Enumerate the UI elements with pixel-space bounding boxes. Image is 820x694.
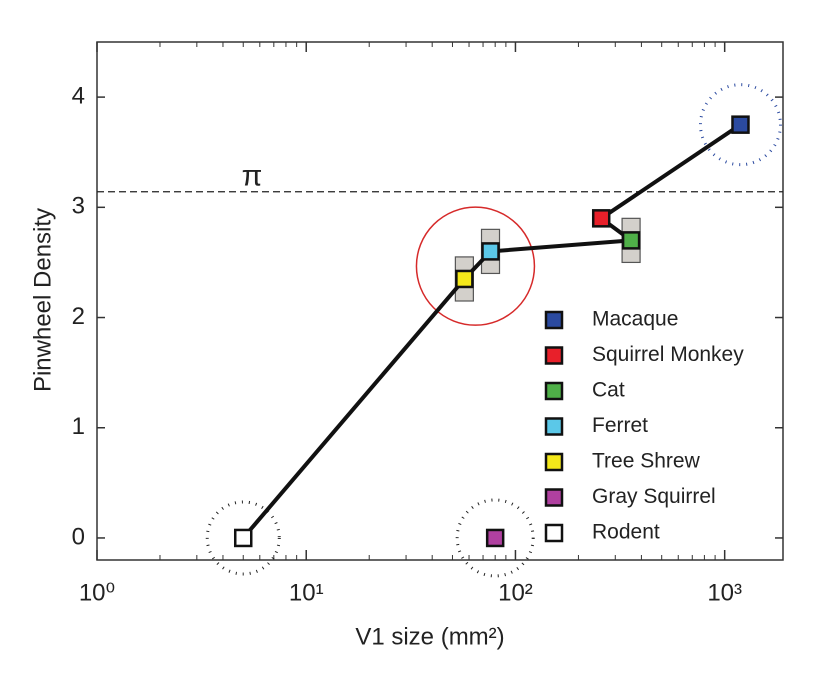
legend-swatch — [544, 346, 564, 365]
data-point — [621, 231, 641, 250]
x-tick-label: 10³ — [707, 579, 742, 606]
legend-swatch — [544, 452, 564, 472]
highlight-circle — [698, 83, 782, 167]
legend-label: Macaque — [592, 308, 678, 331]
y-tick-label: 0 — [72, 523, 85, 550]
legend-label: Gray Squirrel — [592, 485, 716, 508]
data-point — [233, 528, 253, 548]
data-point — [731, 115, 750, 134]
plot-frame — [96, 41, 784, 561]
data-point — [591, 209, 611, 228]
x-axis-label: V1 size (mm²) — [355, 623, 504, 650]
highlight-circle — [205, 500, 281, 576]
x-tick-label: 10² — [498, 579, 533, 606]
legend-swatch — [544, 310, 564, 330]
data-point — [485, 528, 505, 548]
legend-swatch — [544, 417, 564, 436]
y-tick-label: 4 — [72, 82, 85, 109]
legend-swatch — [544, 523, 564, 543]
legend-swatch — [544, 381, 564, 401]
trend-line — [241, 123, 742, 540]
y-tick-label: 3 — [72, 193, 85, 220]
legend-swatch — [544, 488, 564, 507]
legend-label: Cat — [592, 379, 625, 402]
legend-label: Squirrel Monkey — [592, 343, 744, 366]
legend-label: Ferret — [592, 414, 648, 437]
data-point — [481, 242, 500, 261]
y-axis-label: Pinwheel Density — [29, 208, 56, 392]
reference-label: π — [242, 160, 263, 193]
highlight-circle — [415, 206, 536, 326]
x-tick-label: 10¹ — [289, 579, 324, 606]
y-tick-label: 1 — [72, 413, 85, 440]
highlight-circle — [455, 498, 535, 578]
x-tick-label: 10⁰ — [79, 579, 115, 606]
y-tick-label: 2 — [72, 303, 85, 330]
data-point — [455, 269, 474, 289]
legend-label: Rodent — [592, 521, 660, 544]
legend-label: Tree Shrew — [592, 450, 701, 473]
